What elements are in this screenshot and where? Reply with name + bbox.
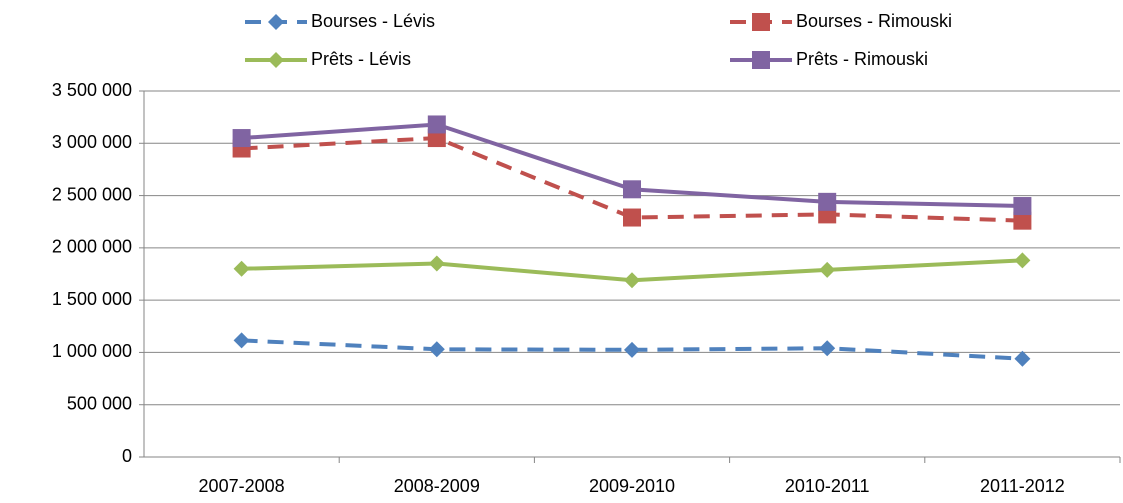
x-tick-label: 2010-2011 bbox=[785, 476, 870, 496]
point bbox=[623, 208, 641, 227]
point bbox=[624, 272, 640, 289]
point bbox=[1014, 252, 1031, 269]
y-tick-label: 1 000 000 bbox=[52, 341, 132, 361]
legend-label: Prêts - Rimouski bbox=[796, 49, 928, 69]
x-tick-label: 2009-2010 bbox=[589, 476, 675, 496]
point bbox=[1013, 197, 1032, 216]
series-line bbox=[241, 136, 1023, 223]
point bbox=[623, 180, 641, 199]
point bbox=[428, 255, 445, 272]
point bbox=[1014, 350, 1031, 367]
point bbox=[1013, 211, 1032, 230]
x-tick-label: 2008-2009 bbox=[394, 476, 480, 496]
point bbox=[624, 341, 640, 358]
point bbox=[428, 341, 445, 358]
y-tick-label: 3 500 000 bbox=[52, 80, 132, 100]
legend-marker bbox=[268, 52, 284, 68]
legend-marker bbox=[752, 51, 770, 69]
legend-marker bbox=[268, 14, 284, 30]
point bbox=[818, 192, 837, 211]
point bbox=[233, 332, 250, 349]
x-tick-label: 2011-2012 bbox=[980, 476, 1065, 496]
y-tick-label: 1 500 000 bbox=[52, 289, 132, 309]
legend-label: Bourses - Lévis bbox=[311, 11, 435, 31]
y-tick-label: 2 500 000 bbox=[52, 184, 132, 204]
point bbox=[819, 340, 836, 357]
legend-label: Prêts - Lévis bbox=[311, 49, 411, 69]
legend-marker bbox=[752, 13, 770, 31]
point bbox=[232, 129, 251, 148]
x-tick-label: 2007-2008 bbox=[199, 476, 285, 496]
point bbox=[427, 115, 446, 134]
legend-label: Bourses - Rimouski bbox=[796, 11, 952, 31]
y-tick-label: 2 000 000 bbox=[52, 237, 132, 257]
point bbox=[427, 129, 446, 148]
y-tick-label: 0 bbox=[122, 446, 132, 466]
y-tick-label: 500 000 bbox=[67, 393, 132, 413]
point bbox=[233, 260, 250, 277]
point bbox=[819, 261, 836, 278]
y-tick-label: 3 000 000 bbox=[52, 132, 132, 152]
